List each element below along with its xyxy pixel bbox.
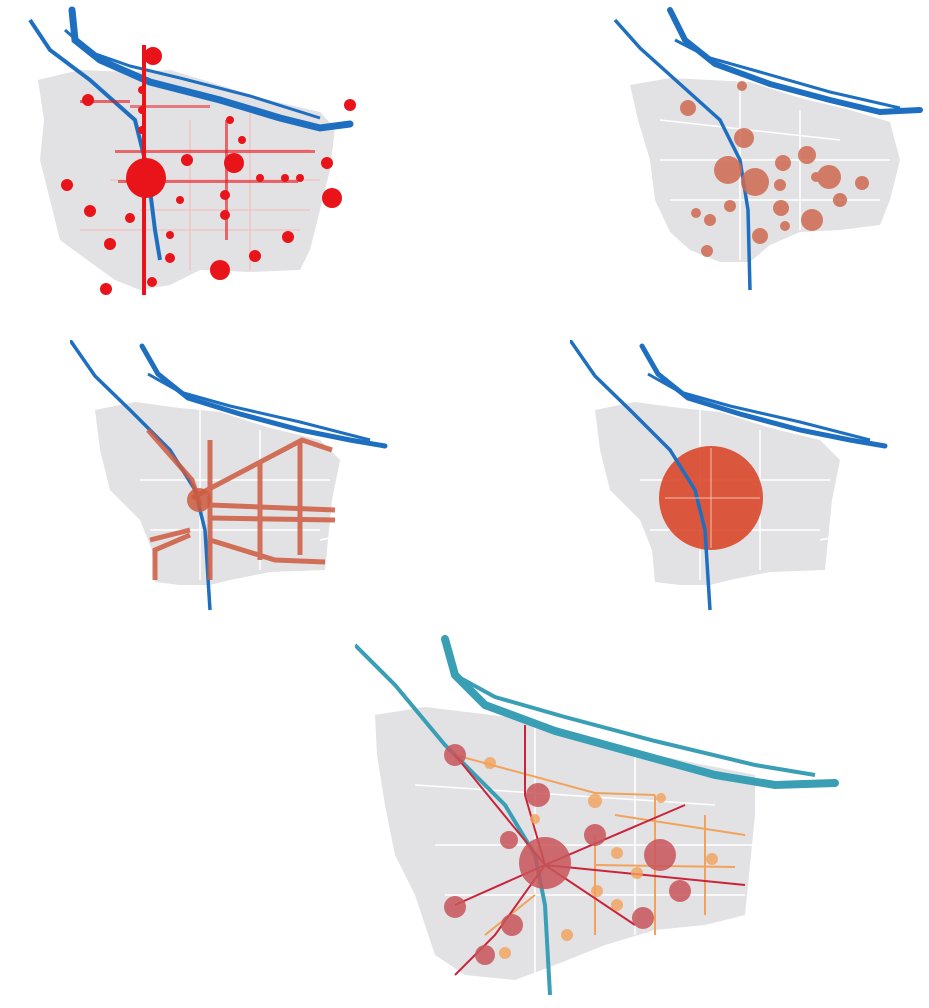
dot: [144, 47, 162, 65]
circle: [724, 200, 736, 212]
hub: [669, 880, 691, 902]
dot: [100, 283, 112, 295]
river-channel: [647, 372, 871, 442]
river-channel: [454, 673, 816, 777]
hub: [584, 824, 606, 846]
node: [484, 757, 496, 769]
hub: [475, 945, 495, 965]
orange-nodes: [484, 757, 718, 959]
central-hub: [187, 488, 211, 512]
dot: [296, 174, 304, 182]
map-panel-2: [600, 0, 929, 300]
node: [561, 929, 573, 941]
map-panel-1: [20, 0, 360, 310]
dot: [176, 196, 184, 204]
dot: [322, 188, 342, 208]
dot: [104, 238, 116, 250]
river-main: [139, 343, 388, 449]
hub-circles: [444, 744, 691, 965]
hub: [444, 896, 466, 918]
hub-central: [519, 837, 571, 889]
hub: [632, 907, 654, 929]
hub: [644, 839, 676, 871]
dot: [165, 253, 175, 263]
circle: [780, 221, 790, 231]
dot: [147, 277, 157, 287]
circle: [811, 172, 821, 182]
node: [588, 794, 602, 808]
circle: [773, 200, 789, 216]
map-panel-4: [570, 340, 890, 620]
dot: [226, 116, 234, 124]
river-branch: [28, 18, 162, 261]
circle: [798, 146, 816, 164]
dot: [138, 106, 146, 114]
circle: [833, 193, 847, 207]
dot: [256, 174, 264, 182]
river-branch: [613, 18, 752, 291]
node: [706, 853, 718, 865]
river-channel: [147, 372, 371, 442]
dot: [138, 86, 146, 94]
dot: [282, 231, 294, 243]
dot: [125, 213, 135, 223]
hub: [444, 744, 466, 766]
dot: [281, 174, 289, 182]
river-channel: [64, 28, 321, 120]
circle: [691, 208, 701, 218]
dot: [82, 94, 94, 106]
dot: [238, 136, 246, 144]
circle: [704, 214, 716, 226]
red-dots: [61, 47, 356, 295]
dot: [220, 210, 230, 220]
dot: [84, 205, 96, 217]
dot: [210, 260, 230, 280]
node: [530, 814, 540, 824]
hub: [500, 831, 518, 849]
river-branch: [570, 340, 712, 611]
dot-central: [126, 158, 166, 198]
node: [611, 899, 623, 911]
node: [656, 793, 666, 803]
river-branch: [70, 340, 212, 611]
inner-roads: [665, 448, 760, 548]
river-main: [639, 343, 888, 449]
circle: [855, 176, 869, 190]
dot: [138, 126, 146, 134]
node: [611, 847, 623, 859]
circle: [741, 168, 769, 196]
node: [591, 885, 603, 897]
dot: [166, 231, 174, 239]
circle: [774, 179, 786, 191]
circle: [775, 155, 791, 171]
node: [499, 947, 511, 959]
dot: [249, 250, 261, 262]
node: [631, 867, 643, 879]
map-panel-3: [70, 340, 390, 620]
circle: [752, 228, 768, 244]
circle: [714, 156, 742, 184]
circle: [737, 81, 747, 91]
river-main: [667, 7, 923, 116]
circle: [817, 165, 841, 189]
hub: [501, 914, 523, 936]
terracotta-circles: [680, 81, 869, 257]
dot: [344, 99, 356, 111]
dot: [220, 190, 230, 200]
circle: [734, 128, 754, 148]
dot: [61, 179, 73, 191]
river-channel: [674, 38, 901, 110]
map-panel-5: [355, 635, 855, 1005]
circle: [801, 209, 823, 231]
dot: [224, 153, 244, 173]
hub: [526, 783, 550, 807]
land-area: [375, 707, 755, 980]
river-branch: [355, 643, 552, 996]
dot: [321, 157, 333, 169]
dot: [181, 154, 193, 166]
circle: [680, 100, 696, 116]
circle: [701, 245, 713, 257]
